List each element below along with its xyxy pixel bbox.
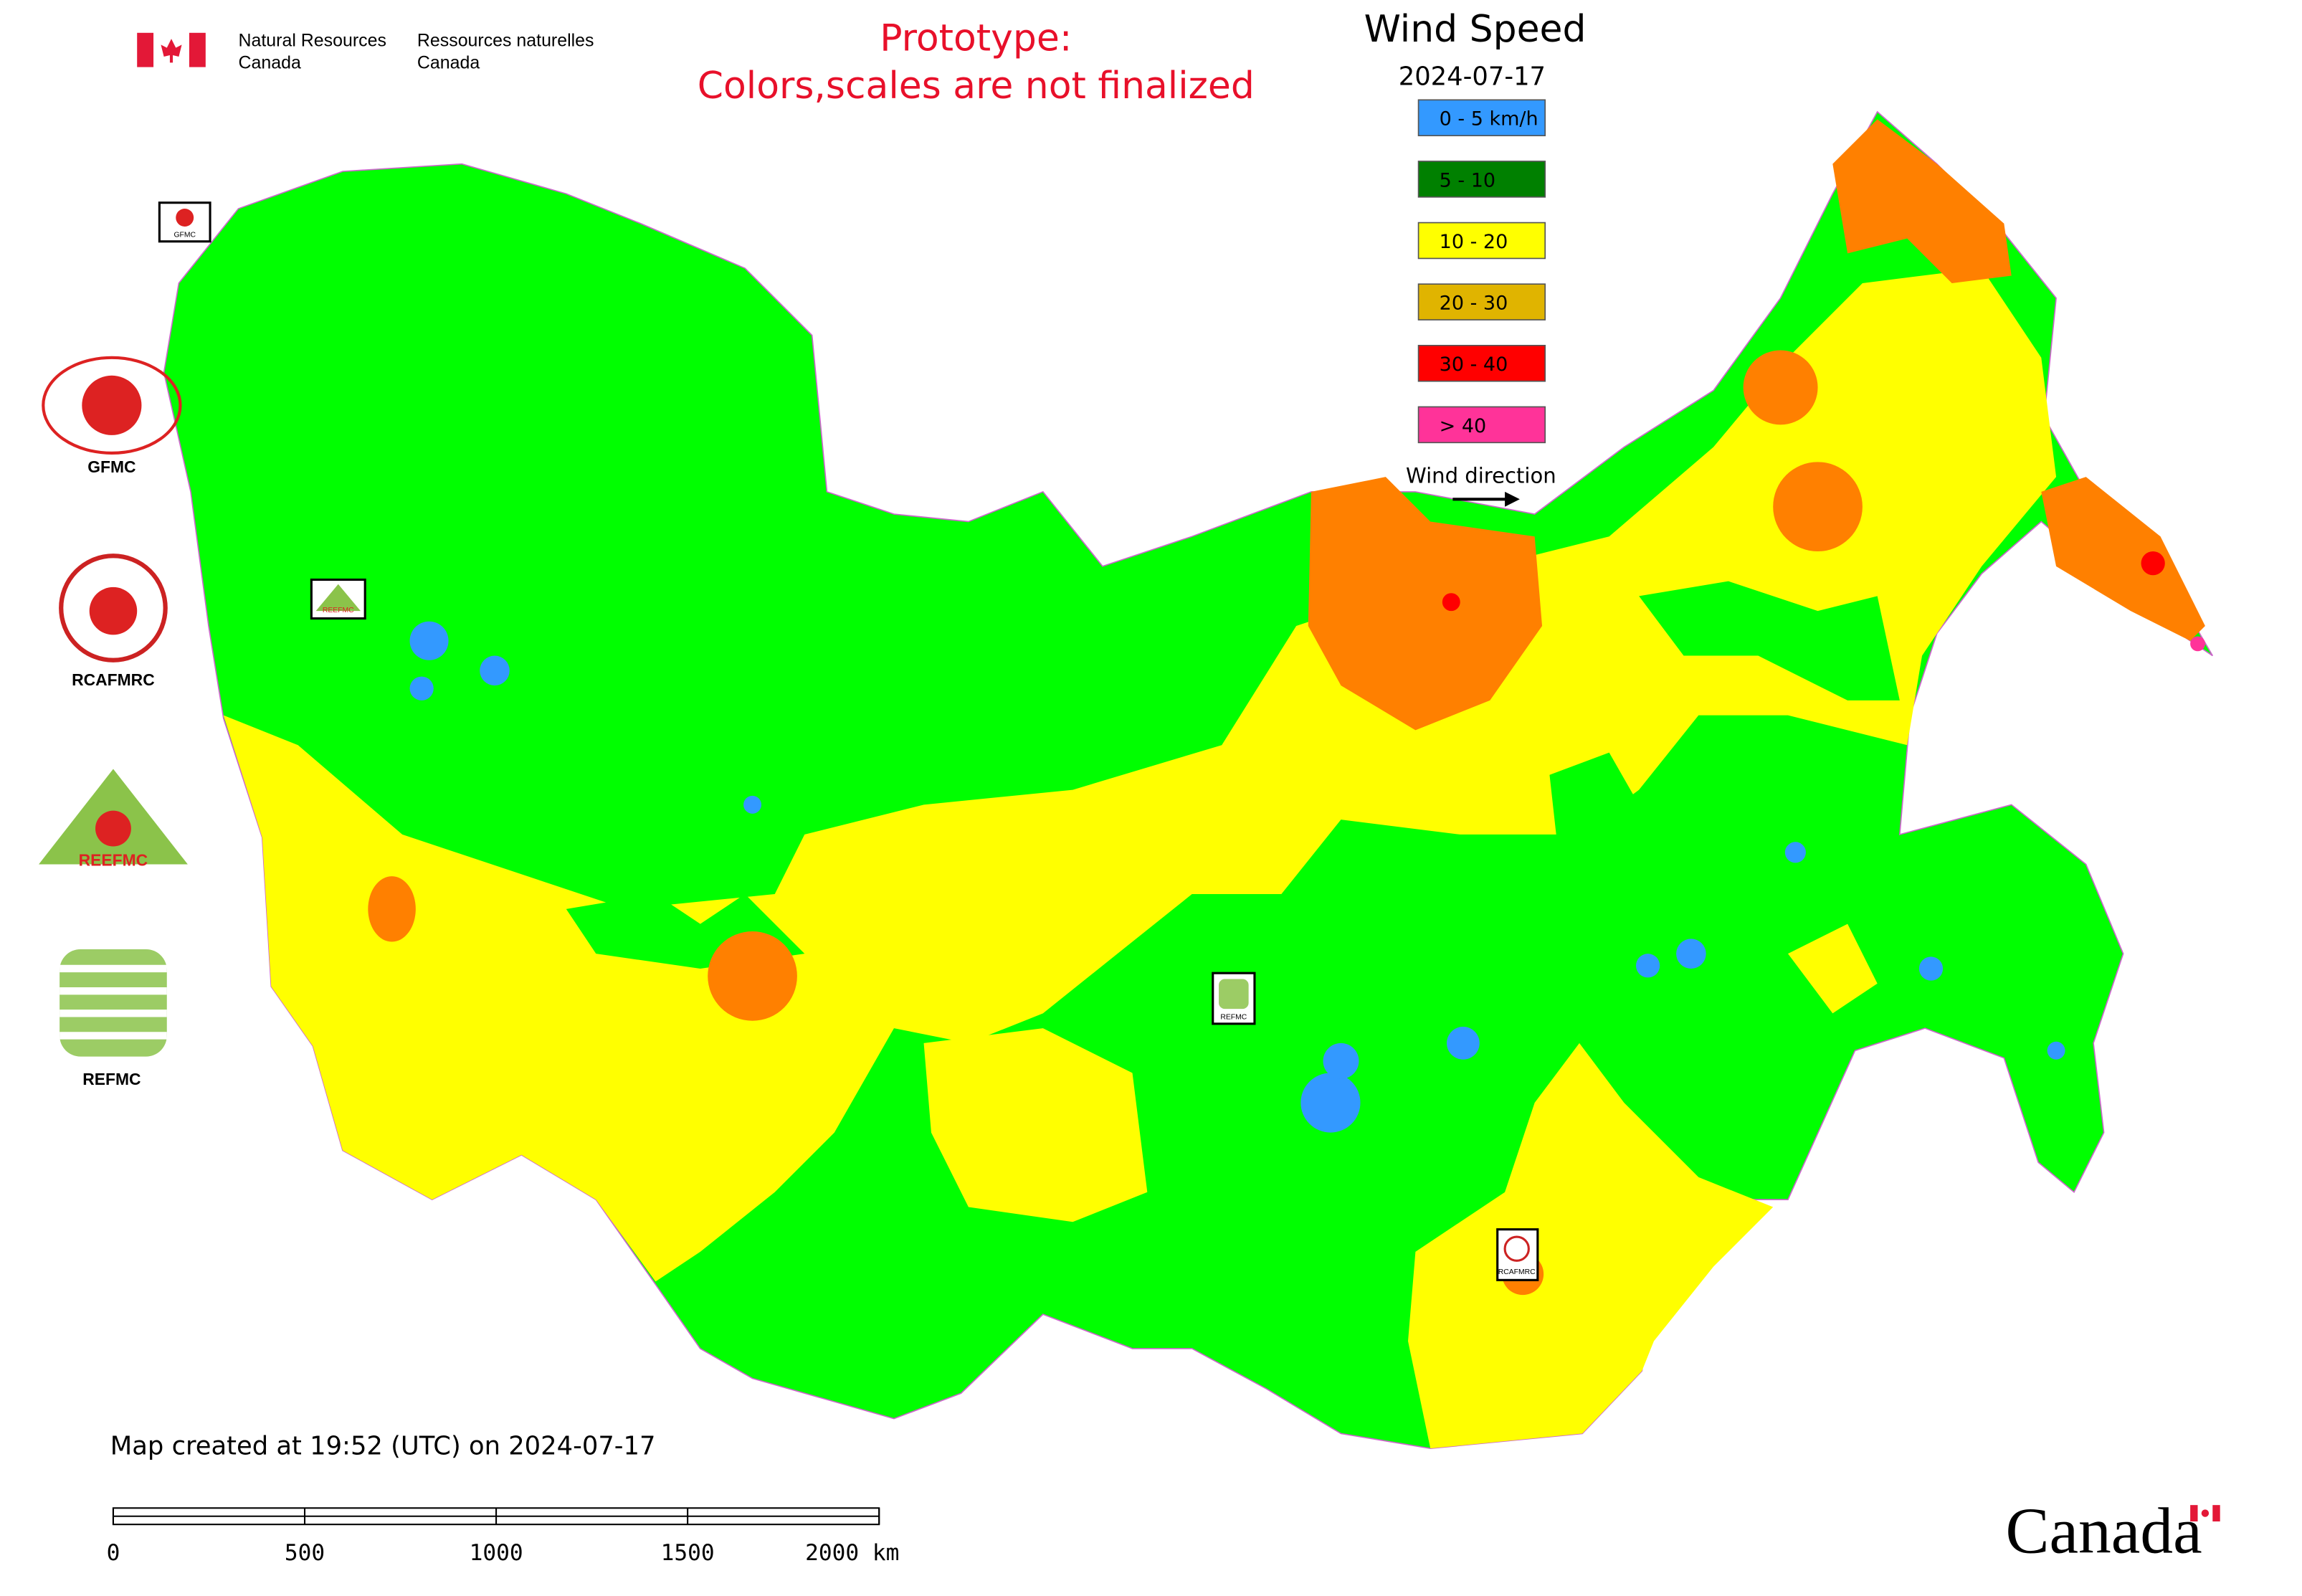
flag-band [137,32,154,67]
marker-label: REEFMC [323,607,354,614]
legend-swatch [1417,344,1546,382]
scale-bar: 0 500 1000 1500 2000 km [107,1507,899,1566]
scale-tick-label: 1500 [661,1540,715,1566]
nrcan-signature: Natural Resources Canada Ressources natu… [137,30,594,73]
logo-gfmc: GFMC [42,356,182,476]
legend-swatch [1417,161,1546,198]
agency-name: Natural Resources [239,30,386,50]
legend-label: 10 - 20 [1440,231,1508,253]
created-note: Map created at 19:52 (UTC) on 2024-07-17 [110,1431,656,1460]
canada-wordmark: Canada [2005,1495,2202,1567]
map-marker: RCAFMRC [1496,1228,1539,1281]
logo-refmc: REFMC [60,949,167,1088]
map-marker: REFMC [1212,972,1256,1025]
scale-tick-label: 0 [107,1540,120,1566]
legend-label: > 40 [1440,415,1487,437]
legend-title: Wind Speed [1364,8,1587,51]
legend-swatch [1417,283,1546,320]
scale-tick-label: 500 [285,1540,325,1566]
legend-label: 0 - 5 km/h [1440,108,1538,130]
agency-name: Ressources naturelles [417,30,594,50]
wordmark-flag [2190,1505,2220,1522]
logo-reefmc: REEFMC [39,769,188,870]
logo-label: REFMC [82,1070,141,1088]
flag-band [189,32,206,67]
marker-label: RCAFMRC [1498,1268,1536,1276]
map-marker: GFMC [158,201,211,243]
legend-swatch [1417,406,1546,444]
logo-label: GFMC [87,457,135,476]
legend-swatch [1417,222,1546,260]
marker-label: REFMC [1220,1014,1247,1022]
direction-arrow [1452,491,1520,507]
map-marker: REEFMC [310,578,366,620]
legend-label: 30 - 40 [1440,353,1508,376]
logo-rcafmrc: RCAFMRC [59,554,168,689]
marker-label: GFMC [173,232,196,239]
legend: 0 - 5 km/h 5 - 10 10 - 20 20 - 30 30 - 40 > 4… [1417,99,1546,444]
notice: Prototype: [880,17,1072,60]
logo-label: REEFMC [79,851,148,870]
agency-name: Canada [417,53,480,73]
legend-date: 2024-07-17 [1399,62,1546,92]
scale-tick-label: 1000 [470,1540,523,1566]
agency-name: Canada [239,53,301,73]
legend-label: 5 - 10 [1440,169,1495,191]
legend-label: 20 - 30 [1440,293,1508,315]
maple-leaf [161,39,182,63]
logo-label: RCAFMRC [72,670,155,689]
calm-spots [409,621,2065,1133]
notice: Colors,scales are not finalized [698,65,1255,108]
legend-swatch [1417,99,1546,137]
legend-direction-label: Wind direction [1406,463,1556,488]
scale-tick-label: 2000 km [805,1540,899,1566]
